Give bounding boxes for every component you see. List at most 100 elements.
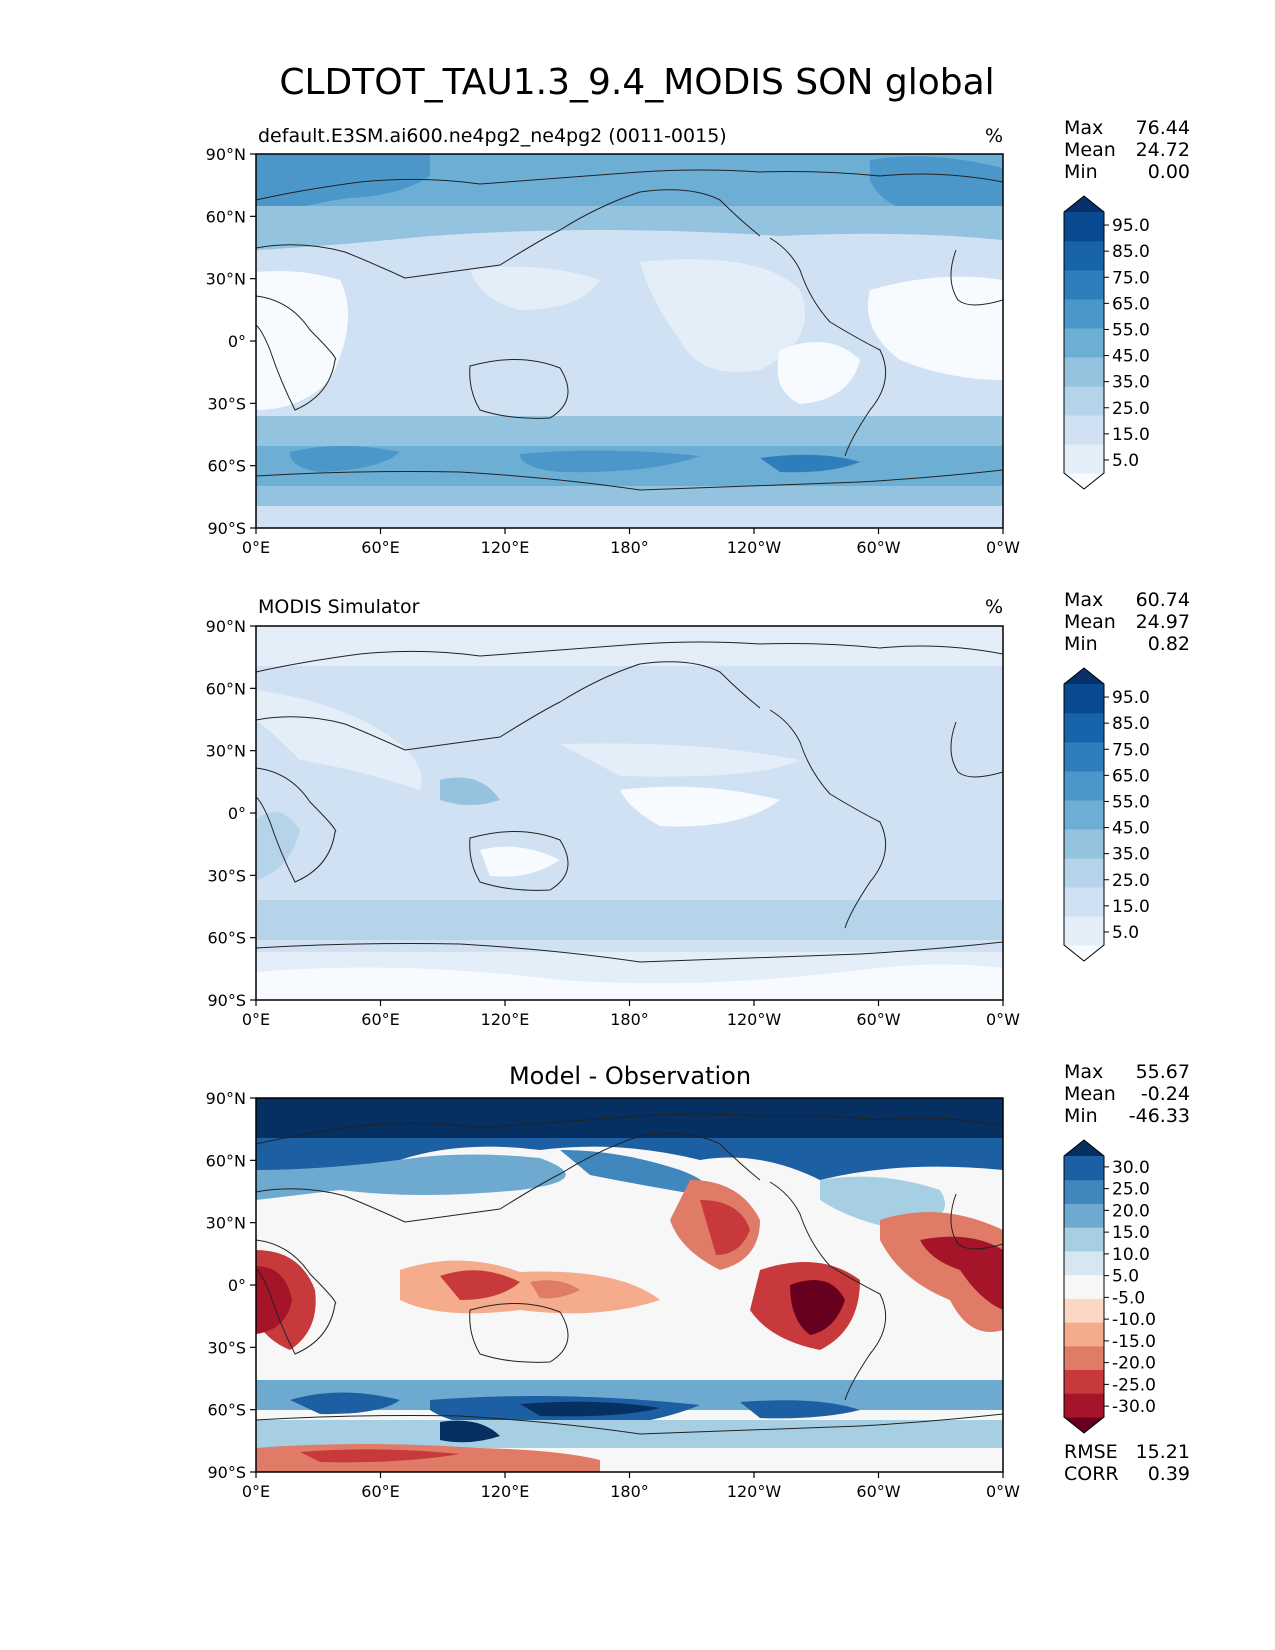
lat-tick-label: 30°S [207, 1338, 246, 1357]
colorbar-tick-label: 85.0 [1112, 242, 1150, 262]
coastlines [256, 641, 1003, 963]
stat-label: Mean [1064, 611, 1116, 633]
lon-tick-label: 120°E [481, 1482, 530, 1501]
map-field [256, 154, 1003, 528]
colorbar-outline [1063, 1139, 1105, 1434]
stat-label: Mean [1064, 1083, 1116, 1105]
panel-model-legend: Max 76.44 Mean 24.72 Min 0.00 95.0 85.0 75.0 65.0… [1063, 117, 1190, 490]
colorbar-tick-label: 15.0 [1112, 1223, 1150, 1243]
colorbar-segment [1064, 916, 1104, 946]
lat-tick-label: 60°N [206, 679, 246, 698]
contour-region [256, 416, 1003, 450]
contour-region [256, 506, 1003, 528]
lon-tick-label: 0°W [986, 538, 1020, 557]
colorbar-tick-label: 15.0 [1112, 425, 1150, 445]
colorbar-segment [1064, 444, 1104, 474]
contour-region [740, 1400, 860, 1419]
colorbar-tick-label: -5.0 [1112, 1288, 1145, 1308]
lat-tick-label: 0° [228, 332, 246, 351]
contour-region [600, 1453, 1003, 1472]
colorbar-extend-high [1064, 1140, 1104, 1156]
colorbar-segment [1064, 386, 1104, 416]
colorbar-segment [1064, 1156, 1104, 1181]
panel-2-axes: 90°N 60°N 30°N 0° 30°S 60°S 90°S0°E 60°E 120°E 18… [206, 1089, 1021, 1501]
colorbar-segment [1064, 1345, 1104, 1371]
lon-tick-label: 120°E [481, 1010, 530, 1029]
colorbar-extend-high [1064, 668, 1104, 684]
colorbar-tick-label: -20.0 [1112, 1354, 1156, 1374]
panel-units: % [985, 596, 1003, 618]
contour-region [790, 1280, 845, 1335]
colorbar-tick-label: 25.0 [1112, 1180, 1150, 1200]
colorbar-tick-label: -25.0 [1112, 1375, 1156, 1395]
lat-tick-label: 90°N [206, 145, 246, 164]
contour-region [530, 1280, 580, 1299]
colorbar-tick-label: 35.0 [1112, 845, 1150, 865]
contour-region [440, 777, 500, 805]
panel-title-center: Model - Observation [509, 1062, 751, 1090]
lat-tick-label: 0° [228, 1276, 246, 1295]
colorbar-segment [1064, 299, 1104, 329]
contour-region [777, 342, 860, 404]
contour-region [256, 486, 1003, 506]
colorbar-tick-label: 10.0 [1112, 1245, 1150, 1265]
colorbar-tick-label: 5.0 [1112, 1267, 1139, 1287]
colorbar-tick-label: 65.0 [1112, 766, 1150, 786]
colorbar-outline [1063, 195, 1105, 490]
lat-tick-label: 90°S [207, 519, 246, 538]
colorbar-extend-low [1064, 473, 1104, 489]
stat-label: Min [1064, 633, 1098, 655]
lon-tick-label: 0°W [986, 1482, 1020, 1501]
colorbar-segment [1064, 1227, 1104, 1252]
lon-tick-label: 60°W [856, 538, 900, 557]
map-field [256, 626, 1003, 1000]
contour-region [256, 1138, 1003, 1180]
contour-region [470, 266, 600, 310]
colorbar-segment [1064, 887, 1104, 917]
stat-value: 60.74 [1136, 589, 1190, 611]
colorbar-segment [1064, 1274, 1104, 1299]
colorbar-tick-label: 75.0 [1112, 740, 1150, 760]
colorbar-extend-low [1064, 1417, 1104, 1433]
colorbar-tick-label: 30.0 [1112, 1158, 1150, 1178]
colorbar-segment [1064, 212, 1104, 242]
colorbar-segment [1064, 241, 1104, 271]
figure-title: CLDTOT_TAU1.3_9.4_MODIS SON global [279, 62, 994, 103]
contour-region [440, 1270, 520, 1300]
contour-region [560, 743, 800, 777]
panel-obs-legend: Max 60.74 Mean 24.97 Min 0.82 95.0 85.0 75.0 65.0… [1063, 589, 1190, 962]
colorbar-segment [1064, 1298, 1104, 1323]
colorbars: Max 76.44 Mean 24.72 Min 0.00 95.0 85.0 75.0 65.0… [1063, 117, 1190, 1485]
contour-region [256, 154, 430, 222]
lat-tick-label: 90°S [207, 1463, 246, 1482]
colorbar-segment [1064, 1393, 1104, 1418]
panel-units: % [985, 125, 1003, 147]
lon-tick-label: 0°E [242, 1010, 270, 1029]
panel-obs: MODIS Simulator % [255, 596, 1004, 1001]
lon-tick-label: 60°E [361, 1010, 399, 1029]
contour-region [256, 812, 300, 880]
contour-region [620, 786, 780, 827]
colorbar-tick-label: 15.0 [1112, 897, 1150, 917]
colorbar-segment [1064, 1322, 1104, 1347]
lon-tick-label: 60°W [856, 1482, 900, 1501]
colorbar-extend-high [1064, 196, 1104, 212]
colorbar-tick-label: 45.0 [1112, 347, 1150, 367]
lat-tick-label: 90°N [206, 1089, 246, 1108]
lon-tick-label: 180° [610, 538, 649, 557]
colorbar-segment [1064, 742, 1104, 772]
lat-tick-label: 90°S [207, 991, 246, 1010]
lon-tick-label: 180° [610, 1010, 649, 1029]
colorbar-tick-label: 35.0 [1112, 373, 1150, 393]
contour-region [560, 1150, 707, 1195]
footer-stat-label: RMSE [1064, 1441, 1118, 1463]
lat-tick-label: 30°N [206, 270, 246, 289]
colorbar-extend-low [1064, 945, 1104, 961]
lon-tick-label: 60°E [361, 538, 399, 557]
colorbar-tick-label: 5.0 [1112, 451, 1139, 471]
stat-label: Min [1064, 1105, 1098, 1127]
contour-region [290, 446, 400, 472]
stat-value: 76.44 [1136, 117, 1190, 139]
contour-region [256, 1098, 1003, 1138]
